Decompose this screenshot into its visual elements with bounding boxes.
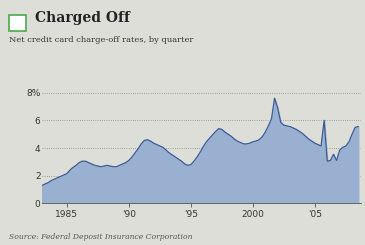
Text: Source: Federal Deposit Insurance Corporation: Source: Federal Deposit Insurance Corpor… (9, 233, 193, 241)
Text: Net credit card charge-off rates, by quarter: Net credit card charge-off rates, by qua… (9, 36, 193, 44)
Text: Charged Off: Charged Off (35, 11, 130, 25)
